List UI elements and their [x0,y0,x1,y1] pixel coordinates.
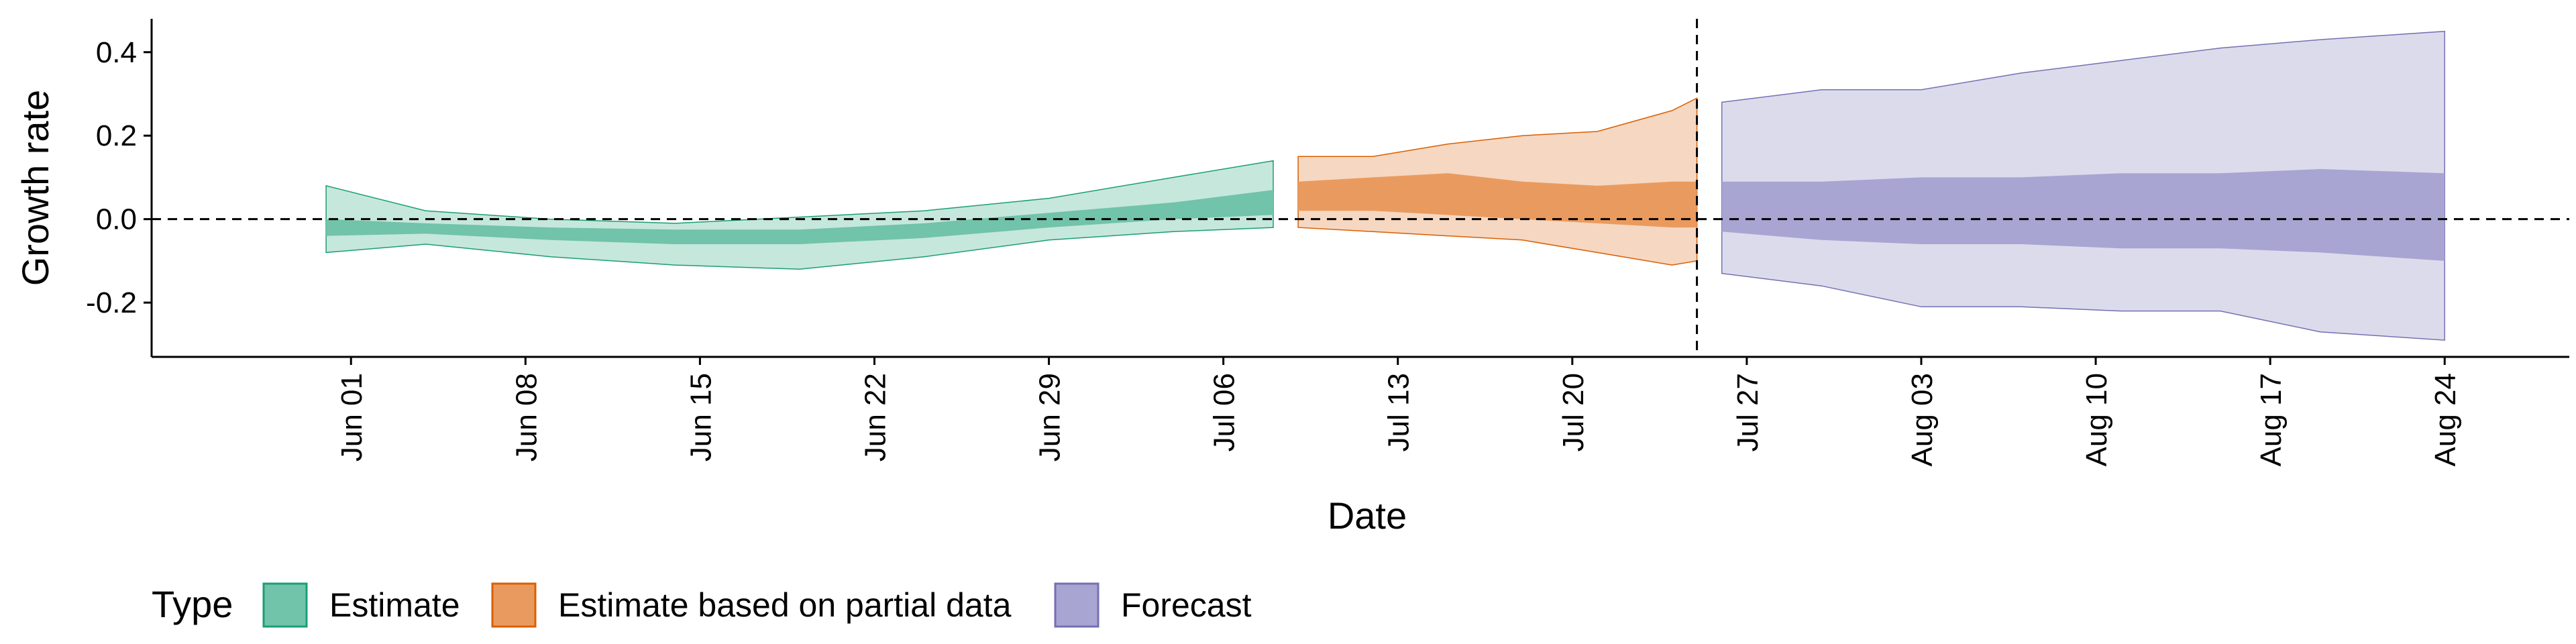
x-tick-label: Aug 24 [2429,373,2462,466]
x-tick-label: Jun 08 [510,373,543,462]
legend-label-2: Estimate based on partial data [558,586,1012,624]
legend-title: Type [152,583,233,625]
y-tick-label: 0.0 [96,203,137,236]
x-tick-label: Aug 17 [2255,373,2288,466]
y-tick-label: -0.2 [86,286,137,319]
legend-label-3: Forecast [1121,586,1252,624]
series-bands [325,30,2445,341]
y-tick-label: 0.4 [96,36,137,69]
legend: Type Estimate Estimate based on partial da… [152,582,1252,628]
band-90-series-1 [325,160,1274,270]
axes: -0.2 0.0 0.2 0.4 Jun 01 Jun 08 Jun 15 Jun 22 Jun… [86,19,2569,466]
x-tick-label: Jun 22 [859,373,892,462]
x-tick-label: Aug 10 [2080,373,2113,466]
x-tick-label: Jun 01 [335,373,368,462]
band-50-series-2 [1298,173,1697,228]
x-axis-title: Date [1328,494,1407,537]
legend-swatch-3 [1054,582,1099,628]
x-tick-label: Jun 15 [684,373,717,462]
legend-swatch-2 [491,582,537,628]
x-tick-label: Jul 27 [1731,373,1764,451]
x-tick-label: Jul 06 [1208,373,1241,451]
x-tick-label: Aug 03 [1906,373,1939,466]
legend-label-1: Estimate [329,586,460,624]
x-tick-label: Jul 20 [1557,373,1590,451]
band-50-series-1 [326,190,1274,244]
y-tick-label: 0.2 [96,119,137,152]
legend-swatch-1 [262,582,308,628]
x-tick-label: Jun 29 [1034,373,1067,462]
reference-lines [152,19,2569,357]
y-axis-title: Growth rate [14,90,56,286]
x-tick-label: Jul 13 [1383,373,1415,451]
band-50-series-3 [1721,169,2445,261]
